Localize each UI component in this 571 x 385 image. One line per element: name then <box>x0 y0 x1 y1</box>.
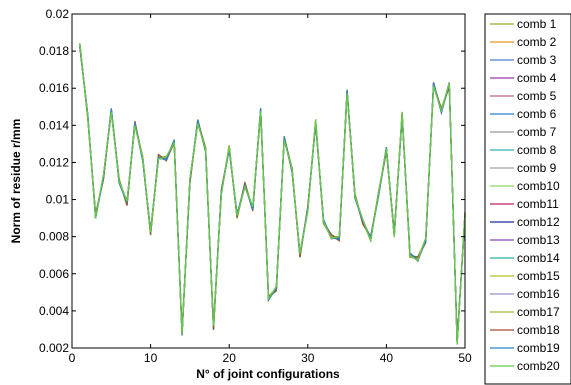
legend-label-15: comb15 <box>517 269 560 283</box>
legend-label-3: comb 3 <box>517 53 557 67</box>
x-tick-label: 30 <box>301 351 315 365</box>
y-tick-label: 0.016 <box>39 81 69 95</box>
x-tick-label: 20 <box>223 351 237 365</box>
x-tick-label: 10 <box>144 351 158 365</box>
y-tick-label: 0.012 <box>39 155 69 169</box>
legend-label-12: comb12 <box>517 215 560 229</box>
legend-box <box>484 13 571 385</box>
legend-label-9: comb 9 <box>517 161 557 175</box>
legend-label-14: comb14 <box>517 251 560 265</box>
legend-label-6: comb 6 <box>517 107 557 121</box>
y-tick-label: 0.02 <box>46 7 70 21</box>
y-tick-label: 0.01 <box>46 193 70 207</box>
legend-label-8: comb 8 <box>517 143 557 157</box>
x-axis-label: N° of joint configurations <box>196 367 340 381</box>
legend-label-13: comb13 <box>517 233 560 247</box>
legend-label-4: comb 4 <box>517 71 557 85</box>
y-tick-label: 0.004 <box>39 304 69 318</box>
legend-label-2: comb 2 <box>517 35 557 49</box>
legend-label-20: comb20 <box>517 359 560 373</box>
y-tick-label: 0.002 <box>39 341 69 355</box>
y-tick-label: 0.006 <box>39 267 69 281</box>
legend-label-11: comb11 <box>517 197 559 211</box>
legend-label-18: comb18 <box>517 323 560 337</box>
legend-label-7: comb 7 <box>517 125 557 139</box>
ticks-layer: 0 10 20 30 40 50 0.002 0.004 0.006 0.008 0.01 0.012… <box>39 7 472 365</box>
legend-label-5: comb 5 <box>517 89 557 103</box>
x-tick-label: 50 <box>458 351 472 365</box>
legend-label-1: comb 1 <box>517 17 557 31</box>
legend-label-16: comb16 <box>517 287 560 301</box>
legend-label-19: comb19 <box>517 341 560 355</box>
legend: comb 1 comb 2 comb 3 comb 4 comb 5 comb 6 comb… <box>490 17 560 373</box>
series-line-20 <box>79 43 466 345</box>
y-tick-label: 0.018 <box>39 44 69 58</box>
x-tick-label: 40 <box>380 351 394 365</box>
x-tick-label: 0 <box>69 351 76 365</box>
y-tick-label: 0.008 <box>39 230 69 244</box>
y-tick-label: 0.014 <box>39 118 69 132</box>
plot-frame <box>71 13 466 349</box>
legend-label-17: comb17 <box>517 305 560 319</box>
y-axis-label: Norm of residue r/mm <box>9 119 23 244</box>
legend-label-10: comb10 <box>517 179 560 193</box>
series-layer <box>79 43 466 345</box>
